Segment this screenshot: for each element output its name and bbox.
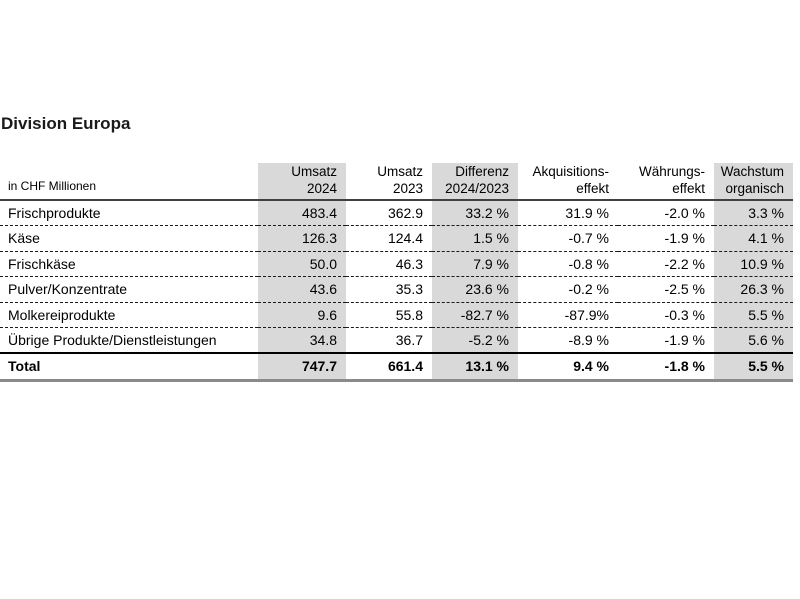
value-cell: 4.1 % bbox=[714, 225, 793, 251]
value-cell: 126.3 bbox=[258, 225, 346, 251]
value-cell: 5.5 % bbox=[714, 302, 793, 328]
value-cell: 10.9 % bbox=[714, 251, 793, 277]
column-header-line1: Umsatz bbox=[291, 164, 337, 179]
column-header-line2: 2024/2023 bbox=[445, 181, 509, 196]
division-europa-table: in CHF Millionen Umsatz 2024 Umsatz 2023 Dif… bbox=[0, 163, 793, 382]
value-cell: 26.3 % bbox=[714, 276, 793, 302]
column-header: Wachstum organisch bbox=[714, 163, 793, 200]
value-cell: 661.4 bbox=[387, 358, 423, 375]
value-cell: -0.8 % bbox=[568, 255, 609, 272]
value-cell: 124.4 bbox=[387, 230, 423, 247]
value-cell: 9.4 % bbox=[573, 358, 609, 375]
value-cell: -1.9 % bbox=[664, 332, 705, 348]
value-cell: 747.7 bbox=[258, 353, 346, 380]
column-header: Akquisitions-effekt bbox=[518, 163, 618, 200]
column-header-line2: effekt bbox=[672, 181, 705, 196]
value-cell: 1.5 % bbox=[432, 225, 518, 251]
value-cell: 3.3 % bbox=[714, 200, 793, 226]
row-label: Molkereiprodukte bbox=[8, 306, 116, 323]
value-cell: 7.9 % bbox=[432, 251, 518, 277]
value-cell: -0.7 % bbox=[568, 230, 609, 247]
value-cell: 43.6 bbox=[258, 276, 346, 302]
value-cell: 9.6 bbox=[258, 302, 346, 328]
column-header-line1: Akquisitions- bbox=[532, 164, 609, 179]
column-header-line2: organisch bbox=[725, 181, 784, 196]
value-cell: -87.9% bbox=[564, 306, 609, 323]
value-cell: 483.4 bbox=[258, 200, 346, 226]
value-cell: 23.6 % bbox=[432, 276, 518, 302]
table-row: Pulver/Konzentrate 43.6 35.3 23.6 % -0.2 % -2… bbox=[0, 276, 793, 302]
table-body: Frischprodukte 483.4 362.9 33.2 % 31.9 % -2.0… bbox=[0, 200, 793, 380]
value-cell: -1.8 % bbox=[664, 358, 705, 375]
table-row: Molkereiprodukte 9.6 55.8 -82.7 % -87.9% -0.3… bbox=[0, 302, 793, 328]
value-cell: -5.2 % bbox=[432, 327, 518, 353]
value-cell: 50.0 bbox=[258, 251, 346, 277]
value-cell: -0.3 % bbox=[664, 306, 705, 323]
value-cell: -0.2 % bbox=[568, 281, 609, 298]
value-cell: -2.5 % bbox=[664, 281, 705, 298]
column-header-line2: 2024 bbox=[306, 181, 337, 196]
column-header: Umsatz 2024 bbox=[258, 163, 346, 200]
column-header: Differenz 2024/2023 bbox=[432, 163, 518, 200]
table-row: Frischkäse 50.0 46.3 7.9 % -0.8 % -2.2 % 10.9 … bbox=[0, 251, 793, 277]
value-cell: 34.8 bbox=[258, 327, 346, 353]
unit-label: in CHF Millionen bbox=[8, 179, 97, 193]
value-cell: 36.7 bbox=[395, 332, 423, 348]
value-cell: 35.3 bbox=[395, 281, 423, 298]
column-header-line1: Währungs- bbox=[638, 164, 705, 179]
row-label: Frischkäse bbox=[8, 255, 76, 272]
value-cell: 55.8 bbox=[395, 306, 423, 323]
value-cell: 13.1 % bbox=[432, 353, 518, 380]
value-cell: 31.9 % bbox=[565, 205, 609, 221]
value-cell: 33.2 % bbox=[432, 200, 518, 226]
row-label: Pulver/Konzentrate bbox=[8, 281, 128, 298]
value-cell: -8.9 % bbox=[568, 332, 609, 348]
table-row: Käse 126.3 124.4 1.5 % -0.7 % -1.9 % 4.1 % bbox=[0, 225, 793, 251]
column-header: Währungs-effekt bbox=[618, 163, 714, 200]
row-label: Übrige Produkte/Dienstleistungen bbox=[8, 332, 217, 348]
page-title: Division Europa bbox=[1, 114, 131, 133]
value-cell: 5.6 % bbox=[714, 327, 793, 353]
column-header-line1: Differenz bbox=[455, 164, 509, 179]
value-cell: -1.9 % bbox=[664, 230, 705, 247]
value-cell: 362.9 bbox=[387, 205, 423, 221]
column-header-line1: Umsatz bbox=[377, 164, 423, 179]
value-cell: -2.0 % bbox=[664, 205, 705, 221]
column-header: Umsatz 2023 bbox=[346, 163, 432, 200]
table-row: Übrige Produkte/Dienstleistungen 34.8 36.7… bbox=[0, 327, 793, 353]
value-cell: -2.2 % bbox=[664, 255, 705, 272]
value-cell: 46.3 bbox=[395, 255, 423, 272]
column-header-line2: effekt bbox=[576, 181, 609, 196]
row-label: Frischprodukte bbox=[8, 205, 101, 221]
total-row: Total 747.7 661.4 13.1 % 9.4 % -1.8 % 5.5 % bbox=[0, 353, 793, 380]
row-label: Käse bbox=[8, 230, 40, 247]
column-header-line1: Wachstum bbox=[720, 164, 784, 179]
value-cell: 5.5 % bbox=[714, 353, 793, 380]
value-cell: -82.7 % bbox=[432, 302, 518, 328]
column-header-line2: 2023 bbox=[392, 181, 423, 196]
table-header-row: in CHF Millionen Umsatz 2024 Umsatz 2023 Dif… bbox=[0, 163, 793, 200]
table-row: Frischprodukte 483.4 362.9 33.2 % 31.9 % -2.0… bbox=[0, 200, 793, 226]
row-label: Total bbox=[8, 358, 41, 375]
